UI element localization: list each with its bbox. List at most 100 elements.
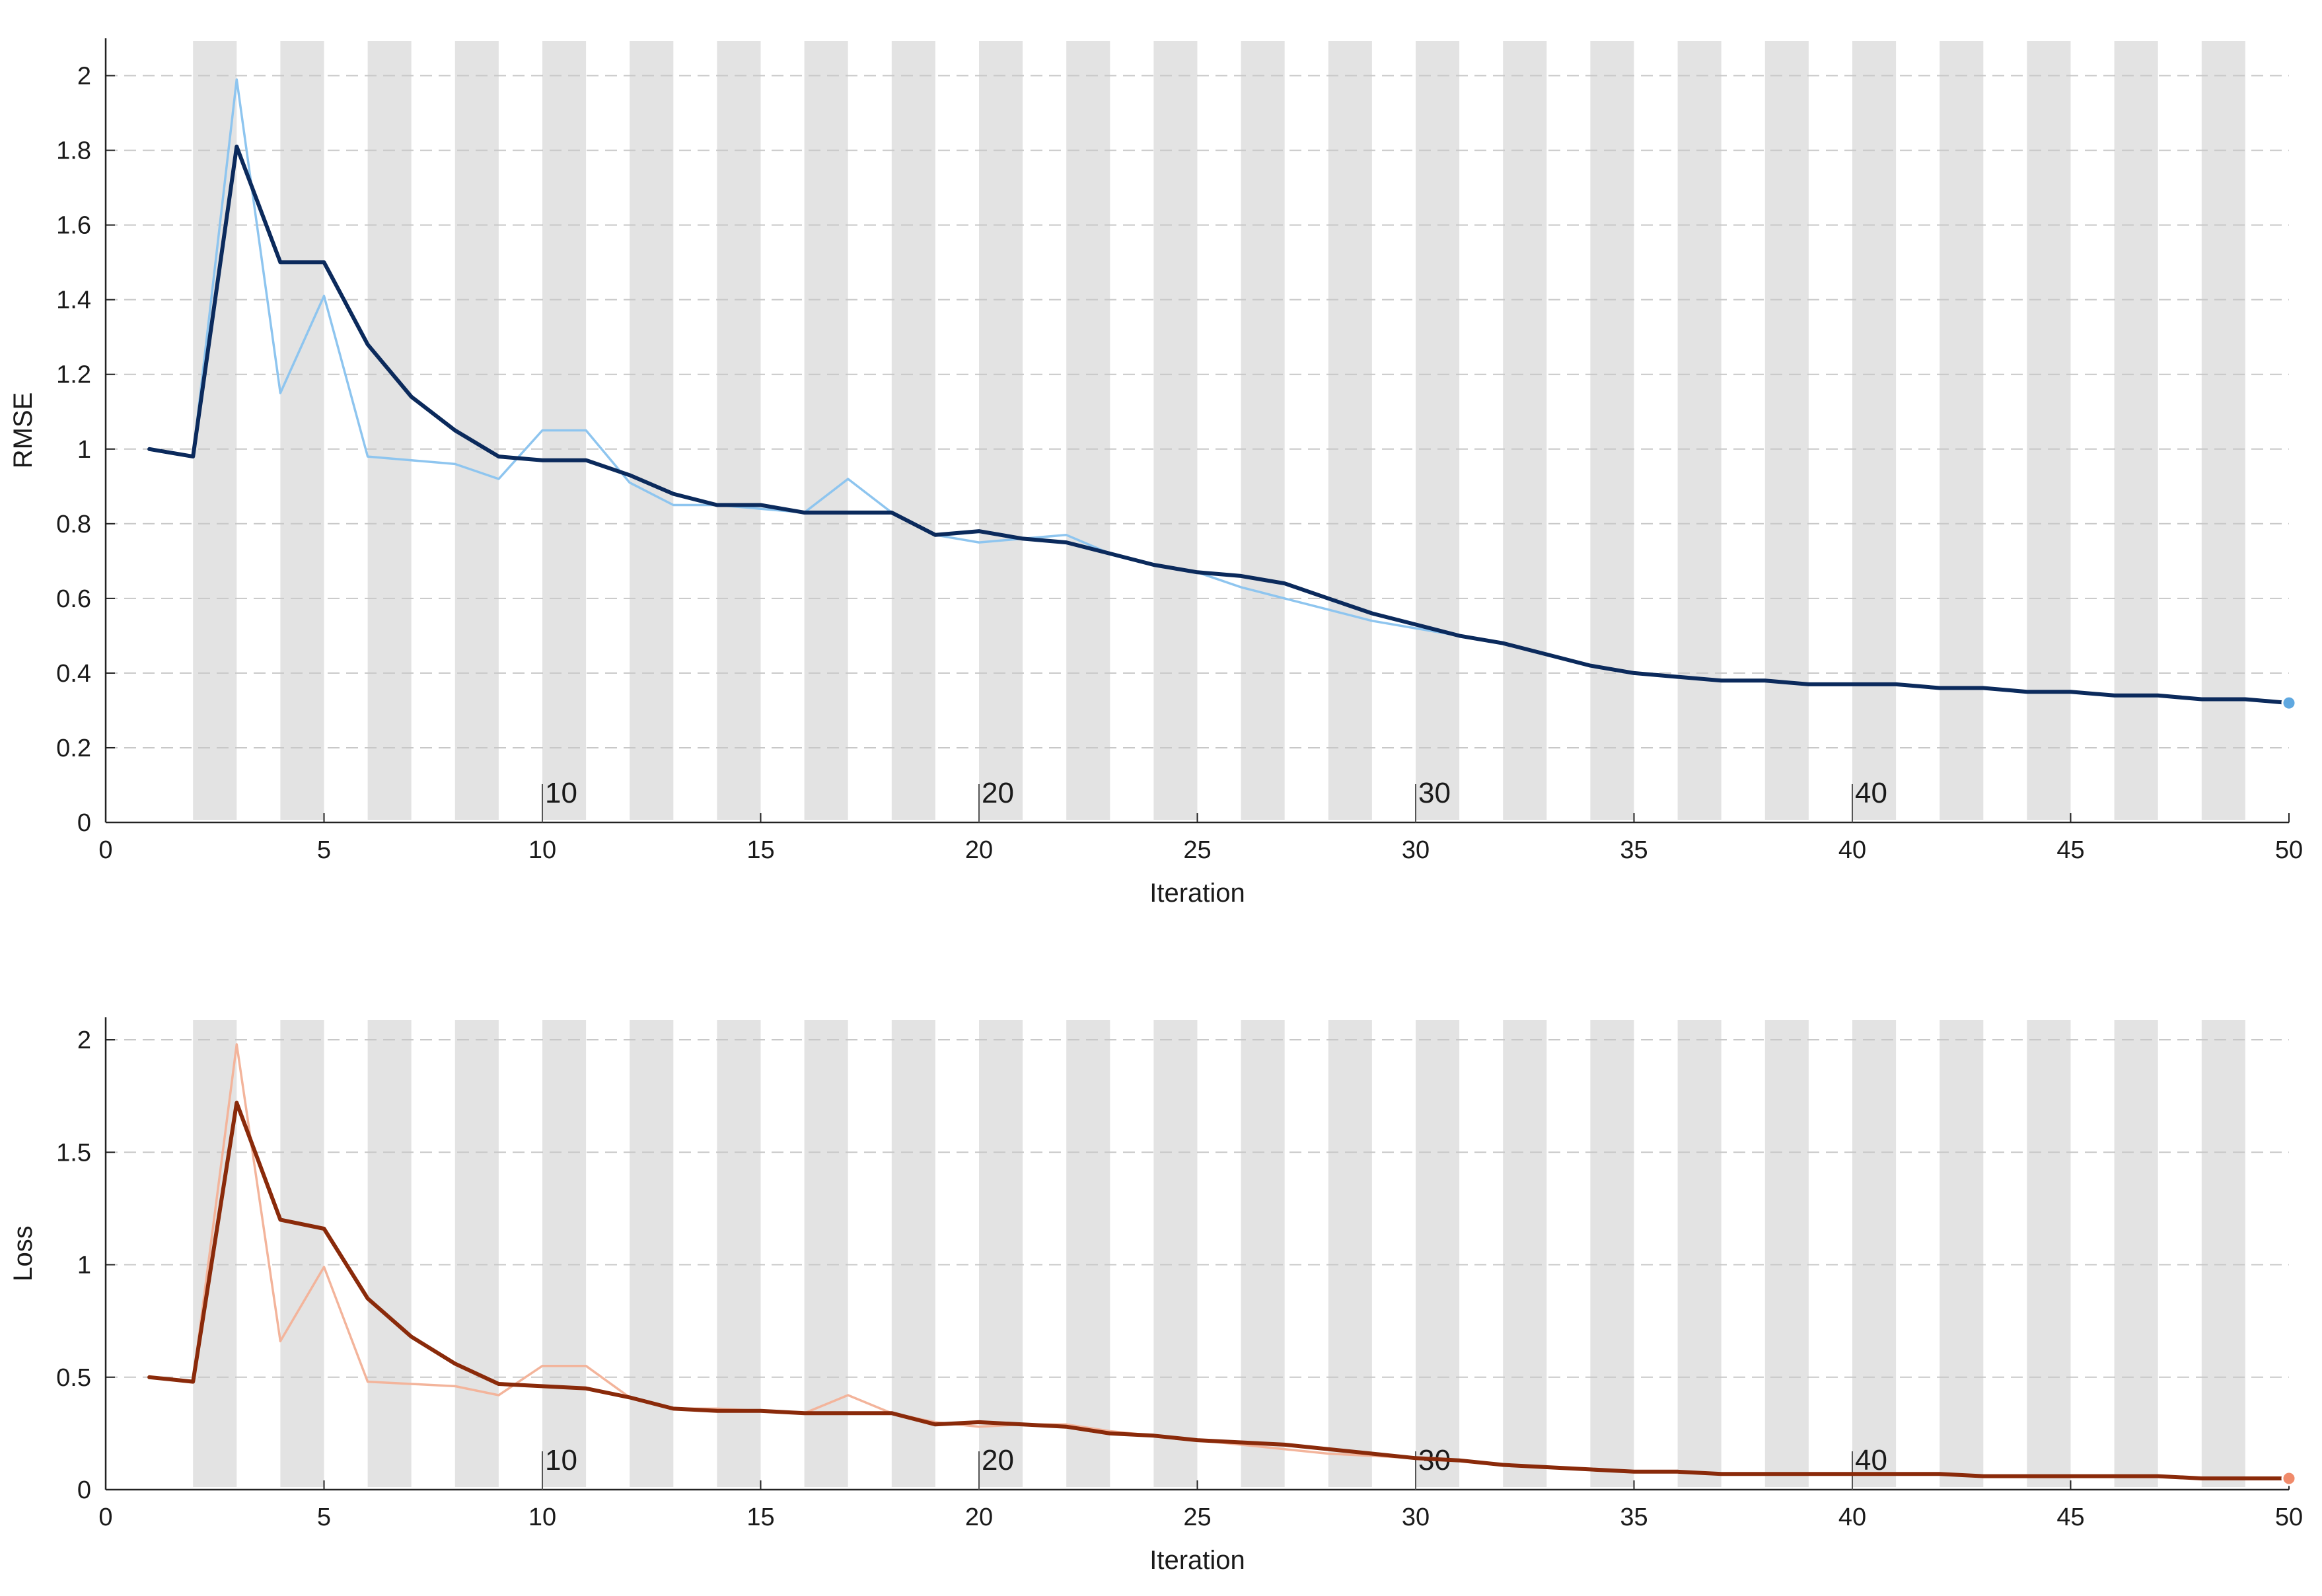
rmse-epoch-label: 30 [1418, 777, 1451, 809]
rmse-epoch-band [1503, 41, 1547, 820]
loss-epoch-band [979, 1020, 1023, 1487]
rmse-epoch-band [891, 41, 935, 820]
loss-epoch-band [1241, 1020, 1285, 1487]
loss-epoch-band [2114, 1020, 2158, 1487]
rmse-y-tick-label: 1 [77, 436, 91, 464]
loss-epoch-band [630, 1020, 674, 1487]
rmse-epoch-band [717, 41, 761, 820]
loss-x-axis-title: Iteration [1149, 1546, 1245, 1575]
loss-x-tick-label: 45 [2056, 1504, 2084, 1531]
rmse-x-tick-label: 10 [528, 836, 556, 864]
loss-x-tick-label: 10 [528, 1504, 556, 1531]
rmse-epoch-band [1764, 41, 1809, 820]
loss-x-tick-label: 0 [98, 1504, 112, 1531]
loss-x-tick-label: 30 [1402, 1504, 1430, 1531]
loss-x-tick-label: 15 [746, 1504, 774, 1531]
loss-epoch-band [717, 1020, 761, 1487]
loss-y-tick-label: 0 [77, 1476, 91, 1504]
rmse-epoch-band [1940, 41, 1984, 820]
loss-epoch-label: 40 [1855, 1444, 1887, 1476]
loss-epoch-band [1852, 1020, 1897, 1487]
loss-x-tick-label: 50 [2275, 1504, 2303, 1531]
loss-y-tick-label: 2 [77, 1027, 91, 1054]
loss-epoch-band [1416, 1020, 1460, 1487]
loss-epoch-band [1328, 1020, 1372, 1487]
rmse-x-tick-label: 45 [2056, 836, 2084, 864]
rmse-x-tick-label: 20 [965, 836, 993, 864]
rmse-y-tick-label: 0.4 [56, 660, 91, 688]
rmse-epoch-band [2027, 41, 2071, 820]
loss-epoch-band [1940, 1020, 1984, 1487]
rmse-epoch-band [1852, 41, 1897, 820]
rmse-epoch-band [1590, 41, 1634, 820]
rmse-x-tick-label: 5 [317, 836, 331, 864]
rmse-y-tick-label: 0.8 [56, 511, 91, 538]
rmse-y-tick-label: 0.2 [56, 735, 91, 762]
loss-x-tick-label: 20 [965, 1504, 993, 1531]
rmse-epoch-band [193, 41, 237, 820]
loss-epoch-band [2027, 1020, 2071, 1487]
rmse-epoch-label: 40 [1855, 777, 1887, 809]
loss-x-tick-label: 5 [317, 1504, 331, 1531]
rmse-panel: 0 5 10 15 20 25 30 35 40 45 50 0 0.2 0.4 0.6 0.8 1 1.2 1.4… [9, 38, 2303, 908]
rmse-y-tick-label: 0 [77, 809, 91, 837]
rmse-epoch-band [1677, 41, 1722, 820]
loss-final-point-marker [2281, 1470, 2297, 1486]
rmse-x-tick-label: 15 [746, 836, 774, 864]
rmse-epoch-band [367, 41, 412, 820]
rmse-y-axis-title: RMSE [9, 392, 38, 469]
rmse-epoch-label: 20 [982, 777, 1014, 809]
rmse-epoch-band [1416, 41, 1460, 820]
rmse-x-tick-label: 40 [1838, 836, 1866, 864]
rmse-smoothed-series-line [147, 144, 2291, 706]
loss-epoch-band [1677, 1020, 1722, 1487]
rmse-epoch-band [979, 41, 1023, 820]
rmse-y-tick-label: 1.2 [56, 361, 91, 389]
rmse-final-point-marker [2281, 695, 2297, 711]
loss-epoch-band [2201, 1020, 2245, 1487]
rmse-epoch-band [280, 41, 324, 820]
loss-epoch-band [454, 1020, 499, 1487]
loss-x-tick-label: 25 [1183, 1504, 1211, 1531]
loss-epoch-band [1590, 1020, 1634, 1487]
rmse-x-tick-label: 0 [98, 836, 112, 864]
loss-epoch-band [367, 1020, 412, 1487]
rmse-y-tick-label: 1.8 [56, 137, 91, 165]
rmse-epoch-band [454, 41, 499, 820]
rmse-x-tick-label: 50 [2275, 836, 2303, 864]
loss-epoch-band [1764, 1020, 1809, 1487]
rmse-epoch-band [1153, 41, 1198, 820]
rmse-x-tick-label: 35 [1620, 836, 1648, 864]
rmse-x-axis-title: Iteration [1149, 879, 1245, 908]
loss-epoch-band [542, 1020, 587, 1487]
rmse-epoch-band [1328, 41, 1372, 820]
rmse-epoch-band [2201, 41, 2245, 820]
loss-y-tick-label: 1.5 [56, 1139, 91, 1167]
loss-smoothed-series-line [147, 1101, 2291, 1480]
loss-epoch-label: 20 [982, 1444, 1014, 1476]
rmse-y-tick-label: 1.4 [56, 287, 91, 314]
loss-x-tick-label: 40 [1838, 1504, 1866, 1531]
rmse-epoch-band [804, 41, 848, 820]
loss-epoch-band [1153, 1020, 1198, 1487]
rmse-epoch-band [1066, 41, 1110, 820]
rmse-epoch-band [1241, 41, 1285, 820]
loss-y-axis-title: Loss [9, 1225, 38, 1282]
loss-x-tick-label: 35 [1620, 1504, 1648, 1531]
rmse-epoch-band [630, 41, 674, 820]
rmse-x-tick-label: 25 [1183, 836, 1211, 864]
loss-y-tick-label: 0.5 [56, 1364, 91, 1392]
loss-epoch-label: 10 [545, 1444, 577, 1476]
rmse-y-tick-label: 2 [77, 63, 91, 91]
rmse-y-tick-label: 1.6 [56, 212, 91, 240]
loss-epoch-band [804, 1020, 848, 1487]
loss-y-tick-label: 1 [77, 1252, 91, 1280]
rmse-epoch-label: 10 [545, 777, 577, 809]
loss-epoch-band [1503, 1020, 1547, 1487]
loss-epoch-band [891, 1020, 935, 1487]
rmse-y-tick-label: 0.6 [56, 585, 91, 613]
rmse-epoch-band [2114, 41, 2158, 820]
rmse-x-tick-label: 30 [1402, 836, 1430, 864]
